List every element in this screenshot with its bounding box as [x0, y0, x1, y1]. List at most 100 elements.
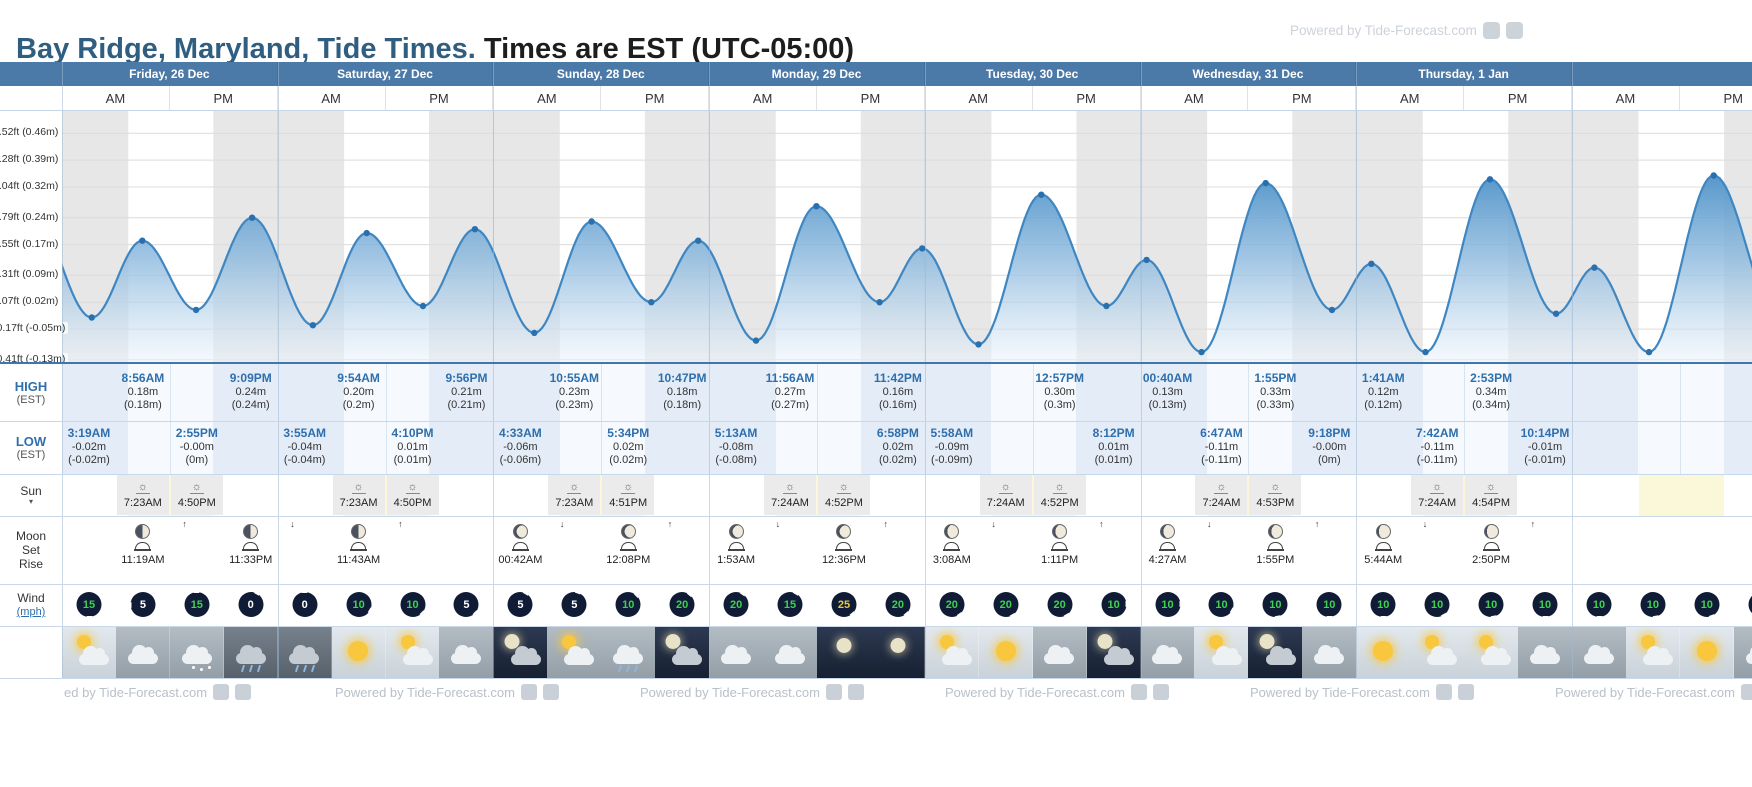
tide-extreme-dot — [309, 322, 317, 329]
tide-extreme-dot — [1710, 172, 1717, 179]
wind-speed: 10 — [1646, 598, 1660, 611]
halfday-line — [385, 364, 387, 474]
arc-horizon — [727, 549, 745, 551]
high-tide-time: 9:09PM — [229, 371, 272, 385]
weather-tile — [924, 626, 980, 678]
sun-expand-caret-icon: ▾ — [28, 497, 33, 506]
row-label-low-text: LOW — [15, 433, 47, 449]
weather-tile — [547, 626, 602, 678]
wind-speed: 15 — [783, 598, 797, 611]
cloud-icon — [235, 645, 266, 664]
low-tide-time: 5:58AM — [930, 426, 974, 440]
moon-time: 11:33PM — [229, 553, 273, 566]
watermark-text: Powered by Tide-Forecast.com — [1555, 684, 1735, 700]
moon-time: 1:53AM — [717, 553, 756, 566]
low-tide-height: -0.00m — [1312, 441, 1347, 453]
wind-badge: 20 — [993, 592, 1019, 621]
watermark-text: Powered by Tide-Forecast.com — [1290, 23, 1477, 38]
horizon-line — [405, 492, 420, 494]
weather-tile — [493, 626, 548, 678]
watermark-text: Powered by Tide-Forecast.com — [1250, 684, 1430, 700]
moon-entry: ↑ 12:08PM — [593, 519, 672, 566]
tide-extreme-dot — [1038, 191, 1045, 198]
moon-phase-icon — [836, 524, 852, 539]
sunset-icon: ☼ — [407, 480, 418, 493]
wind-speed: 10 — [1107, 598, 1120, 611]
weather-tile — [655, 626, 710, 678]
low-tide-time: 6:58PM — [876, 426, 919, 440]
wind-speed: 20 — [676, 598, 689, 611]
sunset-entry: ☼ 4:52PM — [817, 475, 870, 515]
high-tide-height: 0.27m — [774, 386, 806, 398]
low-tide-entry: 7:42AM -0.11m (-0.11m) — [1391, 426, 1483, 467]
wind-units-link[interactable]: (mph) — [16, 606, 46, 618]
high-tide-time: 1:41AM — [1361, 371, 1405, 385]
sunset-time: 4:50PM — [177, 496, 216, 509]
high-tide-entry: 1:41AM 0.12m (0.12m) — [1337, 371, 1429, 412]
low-tide-entry: 6:47AM -0.11m (-0.11m) — [1175, 426, 1267, 467]
high-tide-height-m: (0.3m) — [1043, 399, 1076, 411]
sunrise-icon: ☼ — [569, 480, 580, 493]
arc-glyph — [944, 542, 960, 549]
low-tide-time: 5:34PM — [607, 426, 650, 440]
weather-tile — [1571, 626, 1627, 678]
high-tide-height: 0.16m — [882, 386, 914, 398]
moon-phase-icon — [1483, 524, 1499, 539]
sunset-icon: ☼ — [838, 480, 849, 493]
wind-speed: 10 — [1323, 598, 1336, 611]
day-header: Sunday, 28 Dec — [493, 62, 710, 86]
low-tide-time: 7:42AM — [1415, 426, 1459, 440]
halfday-line — [1464, 364, 1466, 474]
tide-extreme-dot — [648, 299, 655, 306]
high-tide-height: 0.13m — [1152, 386, 1183, 398]
day-separator-line — [1140, 62, 1142, 678]
wind-badge: 10 — [1424, 592, 1450, 621]
sunset-time: 4:52PM — [824, 496, 863, 509]
moonset-icon: ↓ — [242, 519, 295, 551]
low-tide-entry: 5:13AM -0.08m (-0.08m) — [690, 426, 782, 467]
arc-glyph — [135, 542, 151, 549]
horizon-line — [621, 492, 636, 494]
axis-label: 0.31ft (0.09m) — [0, 268, 62, 281]
halfday-line — [1032, 364, 1034, 474]
weather-tile — [1302, 626, 1357, 678]
sunset-entry: ☼ 4:54PM — [1465, 475, 1518, 515]
row-border — [0, 421, 1752, 422]
wind-speed: 20 — [729, 598, 743, 611]
wind-speed: 10 — [622, 598, 635, 611]
ampm-cell-am: AM — [1571, 86, 1680, 110]
sunset-entry: ☼ 4:51PM — [602, 475, 655, 515]
moon-icon — [504, 634, 520, 649]
watermark-text: Powered by Tide-Forecast.com — [640, 684, 820, 700]
wind-speed: 20 — [999, 598, 1012, 611]
sunrise-entry: ☼ 7:23AM — [548, 475, 601, 515]
sun-icon — [939, 635, 954, 649]
moonset-icon: ↓ — [511, 519, 564, 551]
moon-dir-arrow: ↑ — [883, 519, 888, 529]
high-tide-entry: 12:57PM 0.30m (0.3m) — [1014, 371, 1106, 412]
low-tide-time: 6:47AM — [1200, 426, 1243, 440]
horizon-line — [1430, 492, 1445, 494]
arc-glyph — [620, 542, 636, 549]
tide-extreme-dot — [1368, 260, 1375, 267]
low-tide-height: 0.02m — [612, 441, 644, 453]
cloud-icon — [1745, 645, 1752, 664]
wind-badge: 10 — [400, 592, 428, 619]
wind-badge: 15 — [777, 587, 803, 617]
high-tide-height-m: (0.27m) — [771, 399, 809, 411]
ampm-cell-pm: PM — [816, 86, 925, 110]
tide-extreme-dot — [1103, 302, 1110, 310]
watermark-text: Powered by Tide-Forecast.com — [945, 684, 1125, 700]
row-label-moon: Moon Set Rise — [0, 516, 62, 584]
wind-speed: 20 — [1053, 598, 1066, 611]
watermark-text: ed by Tide-Forecast.com — [64, 684, 208, 700]
day-separator-line — [277, 62, 279, 678]
moonrise-icon: ↑ — [1266, 519, 1319, 551]
snowflake-icon — [191, 666, 195, 669]
arc-glyph — [728, 542, 744, 549]
moon-dir-arrow: ↑ — [667, 519, 673, 529]
moon-phase-icon — [1267, 524, 1283, 539]
cloud-icon — [774, 645, 805, 664]
wind-badge: 20 — [1047, 592, 1073, 621]
high-tide-height: 0.12m — [1367, 386, 1399, 398]
